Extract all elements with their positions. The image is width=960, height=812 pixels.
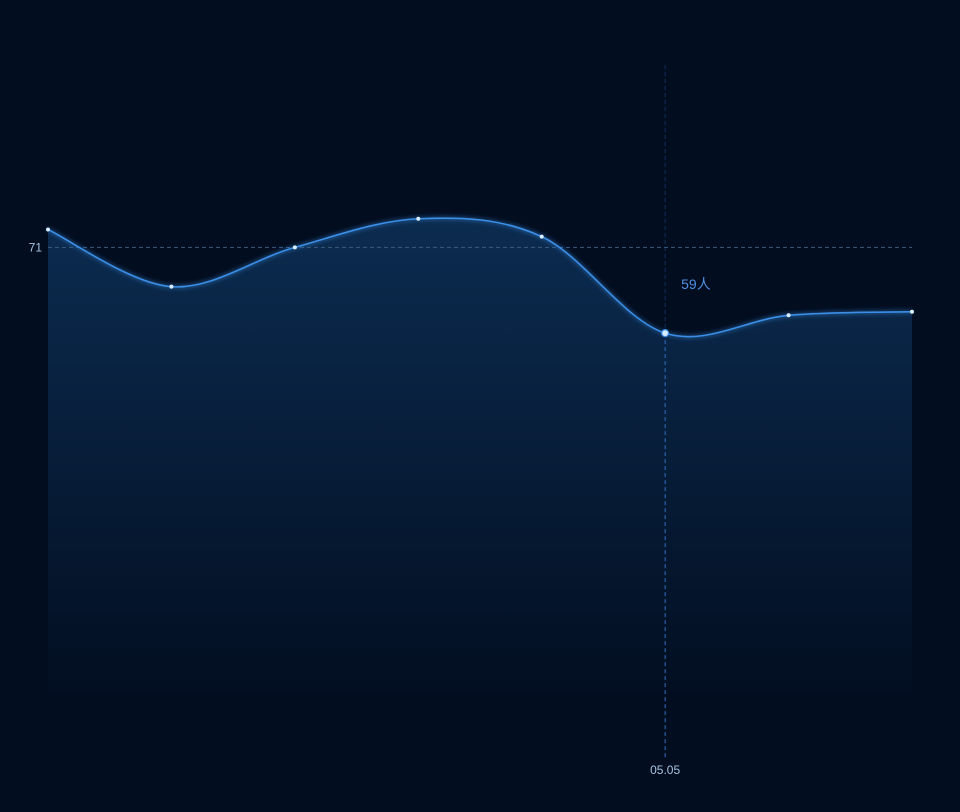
data-point (46, 227, 50, 232)
data-point (661, 329, 670, 338)
data-point (292, 245, 297, 250)
series-line (47, 217, 913, 338)
data-point (539, 234, 544, 239)
tooltip-value: 59人 (681, 276, 711, 292)
data-point (910, 309, 914, 314)
series-area (48, 218, 912, 710)
mark-line-label: 71 (29, 240, 43, 254)
data-point (169, 284, 174, 289)
x-tick-label: 05.05 (650, 763, 680, 777)
data-point (786, 313, 791, 318)
data-point (416, 216, 421, 221)
